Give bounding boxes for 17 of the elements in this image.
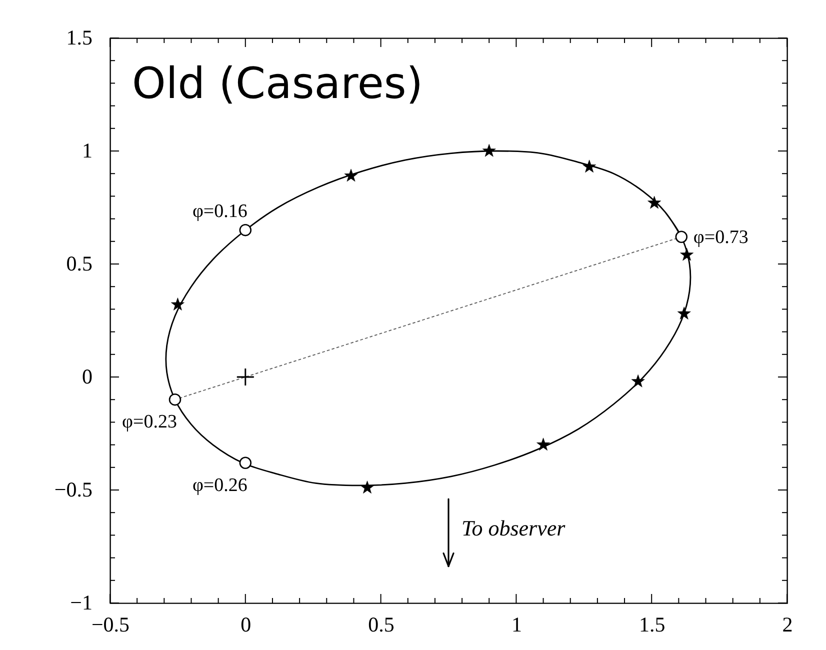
x-tick-label: 1.5	[638, 612, 666, 636]
x-tick-label: 0.5	[368, 612, 394, 636]
annotation: φ=0.23	[122, 412, 177, 433]
y-tick-label: −1	[70, 590, 92, 614]
y-tick-label: 0	[82, 364, 92, 388]
x-tick-label: 2	[782, 612, 793, 636]
x-tick-label: 1	[511, 612, 522, 636]
y-tick-label: 1.5	[66, 26, 92, 50]
y-tick-label: −0.5	[54, 478, 92, 502]
annotation: To observer	[462, 515, 566, 540]
annotation: φ=0.73	[693, 226, 748, 248]
text: Old (Casares)	[132, 59, 424, 109]
y-tick-label: 1	[82, 138, 92, 162]
annotation: φ=0.16	[192, 201, 248, 222]
y-tick-label: 0.5	[66, 252, 92, 276]
x-tick-label: 0	[240, 612, 252, 636]
annotation: φ=0.26	[192, 474, 248, 496]
